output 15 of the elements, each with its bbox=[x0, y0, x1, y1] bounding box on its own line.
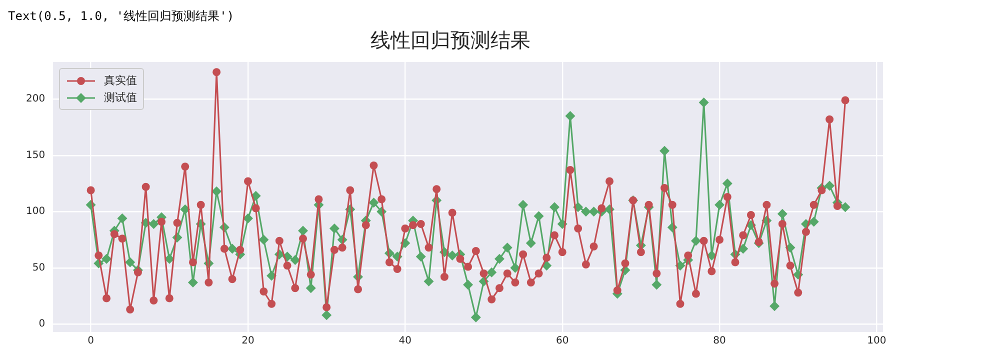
y-tick-label: 50 bbox=[32, 262, 46, 274]
legend-label: 测试值 bbox=[104, 90, 138, 105]
y-tick-label: 200 bbox=[26, 94, 46, 105]
y-tick-label: 150 bbox=[26, 150, 46, 161]
x-tick-label: 80 bbox=[713, 336, 726, 347]
y-tick-label: 100 bbox=[26, 206, 46, 218]
x-tick-label: 40 bbox=[398, 336, 412, 347]
x-tick-label: 0 bbox=[88, 336, 94, 347]
legend-label: 真实值 bbox=[104, 73, 138, 88]
y-tick-label: 0 bbox=[38, 318, 46, 330]
text: Text(0.5, 1.0, '线性回归预测结果') bbox=[8, 8, 236, 25]
x-tick-label: 100 bbox=[867, 336, 886, 347]
x-tick-label: 60 bbox=[556, 336, 569, 347]
x-tick-label: 20 bbox=[242, 336, 254, 347]
chart-title: 线性回归预测结果 bbox=[370, 28, 530, 52]
